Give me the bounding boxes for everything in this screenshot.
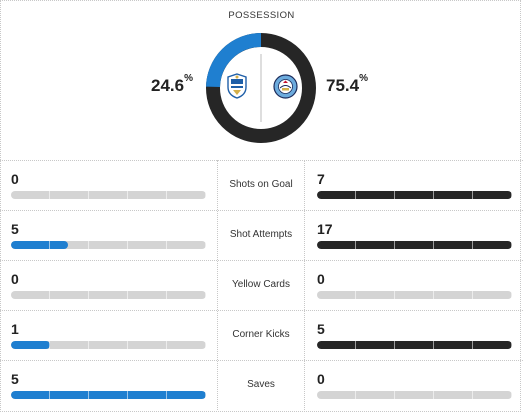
away-stat-value: 5 <box>317 321 325 337</box>
away-stat-value: 0 <box>317 271 325 287</box>
stat-label: Corner Kicks <box>232 329 290 340</box>
away-stat-value: 17 <box>317 221 333 237</box>
row-separator <box>0 260 523 261</box>
stat-row: 5 Shot Attempts 17 <box>0 211 523 261</box>
row-separator <box>0 210 523 211</box>
home-stat-bar <box>11 291 206 299</box>
away-stat-bar <box>317 291 512 299</box>
row-separator <box>0 360 523 361</box>
stat-label: Yellow Cards <box>232 279 290 290</box>
stat-label: Saves <box>247 379 275 390</box>
possession-donut <box>206 33 316 143</box>
possession-title: POSSESSION <box>228 10 295 21</box>
home-stat-bar <box>11 341 206 349</box>
home-possession-percent: 24.6% <box>151 73 193 96</box>
column-divider-right <box>304 160 305 410</box>
away-stat-bar <box>317 341 512 349</box>
home-stat-bar <box>11 241 206 249</box>
away-possession-percent: 75.4% <box>326 73 368 96</box>
away-stat-bar <box>317 391 512 399</box>
away-stat-value: 0 <box>317 371 325 387</box>
away-stat-value: 7 <box>317 171 325 187</box>
row-separator <box>0 310 523 311</box>
huddersfield-town-crest-icon <box>227 73 247 99</box>
possession-home-arc <box>206 33 262 88</box>
column-divider-left <box>217 160 218 410</box>
stat-label: Shot Attempts <box>229 229 293 240</box>
stat-row: 0 Yellow Cards 0 <box>0 261 523 311</box>
manchester-city-crest-icon <box>273 74 298 99</box>
home-stat-value: 1 <box>11 321 19 337</box>
away-percent-sign: % <box>359 73 368 84</box>
row-separator <box>0 160 523 161</box>
away-possession-value: 75.4 <box>326 76 360 95</box>
stat-label: Shots on Goal <box>229 179 293 190</box>
stat-row: 1 Corner Kicks 5 <box>0 311 523 361</box>
stat-row: 5 Saves 0 <box>0 361 523 411</box>
away-stat-bar <box>317 241 512 249</box>
home-possession-value: 24.6 <box>151 76 185 95</box>
home-stat-value: 0 <box>11 171 19 187</box>
home-stat-value: 5 <box>11 221 19 237</box>
home-stat-value: 5 <box>11 371 19 387</box>
stat-row: 0 Shots on Goal 7 <box>0 161 523 211</box>
home-percent-sign: % <box>184 73 193 84</box>
home-stat-value: 0 <box>11 271 19 287</box>
away-stat-bar <box>317 191 512 199</box>
home-stat-bar <box>11 191 206 199</box>
home-stat-bar <box>11 391 206 399</box>
